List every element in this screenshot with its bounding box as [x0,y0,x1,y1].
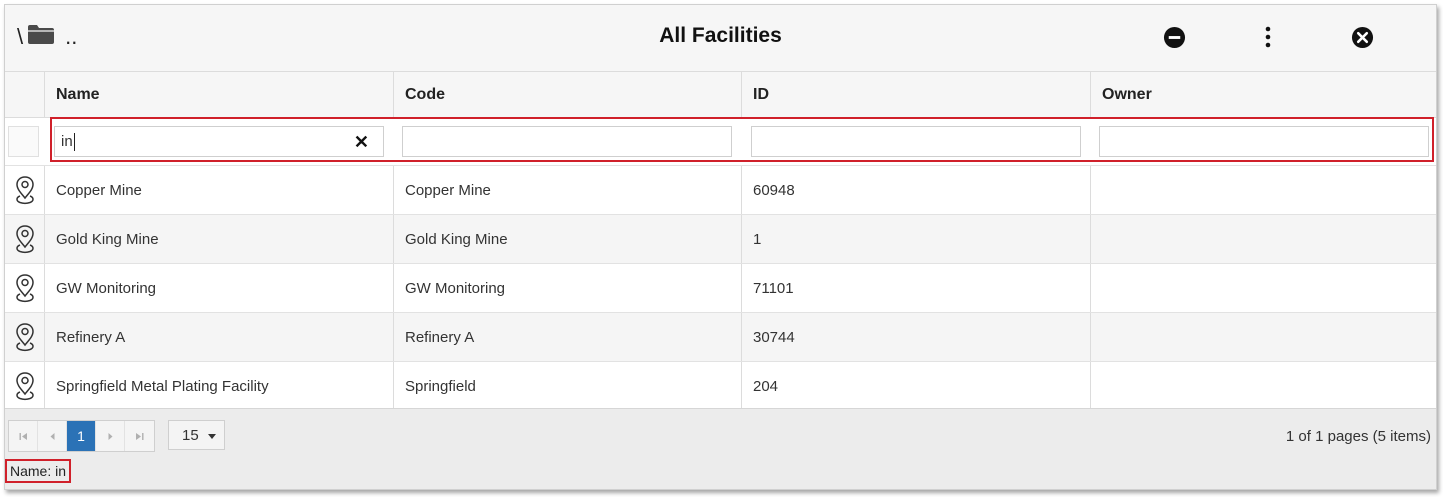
cell-id: 204 [742,362,1091,410]
map-pin-icon [5,362,45,410]
cell-code: Springfield [394,362,742,410]
name-filter-value: in [61,133,73,150]
id-filter-input[interactable] [751,126,1081,157]
close-button[interactable] [1350,25,1374,49]
clear-filter-icon[interactable]: ✕ [353,132,369,152]
column-header-id[interactable]: ID [742,72,1091,117]
text-caret [73,132,75,151]
cell-id: 60948 [742,166,1091,214]
column-header-owner[interactable]: Owner [1102,85,1152,103]
cell-code: Gold King Mine [394,215,742,263]
name-filter-input[interactable]: in ✕ [54,126,384,157]
grid-filter-row: in ✕ [5,118,1436,166]
page-number-button[interactable]: 1 [67,421,96,451]
cell-owner [1091,166,1436,214]
last-page-button[interactable] [125,421,154,451]
facilities-window: \ .. All Facilities [4,4,1437,490]
breadcrumb: \ .. [17,23,77,51]
cell-name: Copper Mine [45,166,394,214]
last-page-icon [136,432,144,440]
cell-code: Copper Mine [394,166,742,214]
filter-row-spacer [8,126,39,157]
page-size-select[interactable]: 15 [168,420,225,450]
page-size-value: 15 [182,426,199,444]
next-page-icon [108,432,112,440]
first-page-button[interactable] [9,421,38,451]
cell-code: GW Monitoring [394,264,742,312]
breadcrumb-root[interactable]: \ [17,24,24,49]
title-bar: \ .. All Facilities [5,5,1436,72]
cell-owner [1091,362,1436,410]
cell-owner [1091,264,1436,312]
column-header-name[interactable]: Name [45,72,394,117]
owner-filter-input[interactable] [1099,126,1429,157]
map-pin-icon [5,313,45,361]
map-pin-icon [5,264,45,312]
breadcrumb-up[interactable]: .. [65,24,78,49]
page-info: 1 of 1 pages (5 items) [1285,428,1431,445]
minus-circle-icon [1163,26,1185,48]
filter-status[interactable]: Name: in [5,459,72,483]
folder-icon[interactable] [27,23,55,51]
column-header-code[interactable]: Code [394,72,742,117]
cell-name: Gold King Mine [45,215,394,263]
table-row[interactable]: Copper Mine Copper Mine 60948 [5,166,1436,215]
cell-name: Springfield Metal Plating Facility [45,362,394,410]
cell-id: 30744 [742,313,1091,361]
select-column-header [5,72,45,117]
prev-page-icon [50,432,54,440]
minimize-button[interactable] [1162,25,1186,49]
vertical-dots-icon [1265,26,1271,48]
grid-header-row: Name Code ID Owner [5,72,1436,118]
pager: 1 [8,420,155,452]
first-page-icon [19,432,27,440]
next-page-button[interactable] [96,421,125,451]
cell-name: Refinery A [45,313,394,361]
more-menu-button[interactable] [1256,25,1280,49]
code-filter-input[interactable] [402,126,732,157]
table-row[interactable]: Gold King Mine Gold King Mine 1 [5,215,1436,264]
cell-owner [1091,313,1436,361]
cell-id: 1 [742,215,1091,263]
cell-id: 71101 [742,264,1091,312]
cell-name: GW Monitoring [45,264,394,312]
cell-code: Refinery A [394,313,742,361]
table-row[interactable]: Refinery A Refinery A 30744 [5,313,1436,362]
table-row[interactable]: Springfield Metal Plating Facility Sprin… [5,362,1436,411]
close-circle-icon [1351,26,1373,48]
map-pin-icon [5,166,45,214]
facilities-grid: Name Code ID Owner in ✕ Copper Mine Copp… [5,72,1436,411]
table-row[interactable]: GW Monitoring GW Monitoring 71101 [5,264,1436,313]
cell-owner [1091,215,1436,263]
window-title: All Facilities [659,24,782,47]
grid-footer: 1 15 1 of 1 pages (5 items) Name: in [5,408,1436,489]
chevron-down-icon [208,434,216,439]
map-pin-icon [5,215,45,263]
prev-page-button[interactable] [38,421,67,451]
